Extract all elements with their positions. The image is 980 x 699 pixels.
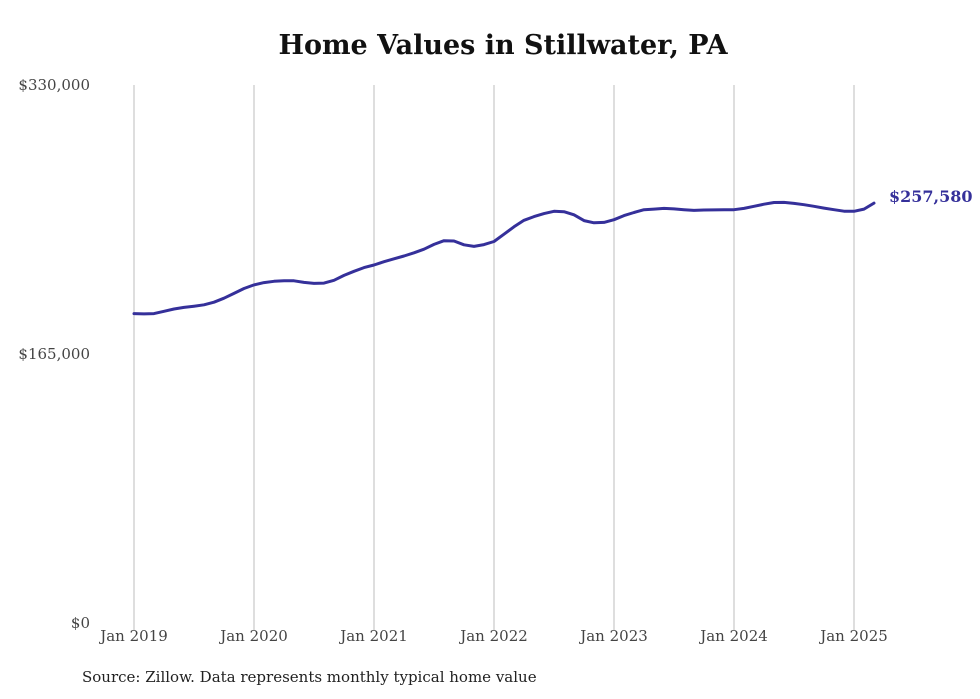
x-tick-label-1: Jan 2020 [218,627,288,645]
end-value-label-0: $257,580 [889,187,973,206]
y-tick-label-0: $0 [71,614,90,632]
y-tick-label-1: $165,000 [18,345,90,363]
x-axis-tick-labels: Jan 2019 Jan 2020 Jan 2021 Jan 2022 Jan 2023… [98,627,888,645]
x-tick-label-0: Jan 2019 [98,627,168,645]
end-value-labels: $257,580 [889,187,973,206]
x-tick-label-6: Jan 2025 [818,627,888,645]
series-line-0 [132,200,876,316]
source-note: Source: Zillow. Data represents monthly … [82,668,537,686]
chart-title: Home Values in Stillwater, PA [278,30,728,61]
x-tick-label-2: Jan 2021 [338,627,408,645]
x-tick-label-4: Jan 2023 [578,627,648,645]
y-tick-label-2: $330,000 [18,76,90,94]
y-axis-tick-labels: $0 $165,000 $330,000 [18,76,90,632]
x-tick-label-5: Jan 2024 [698,627,768,645]
grid-lines [133,85,855,630]
x-tick-label-3: Jan 2022 [458,627,528,645]
series-layer [132,200,876,316]
